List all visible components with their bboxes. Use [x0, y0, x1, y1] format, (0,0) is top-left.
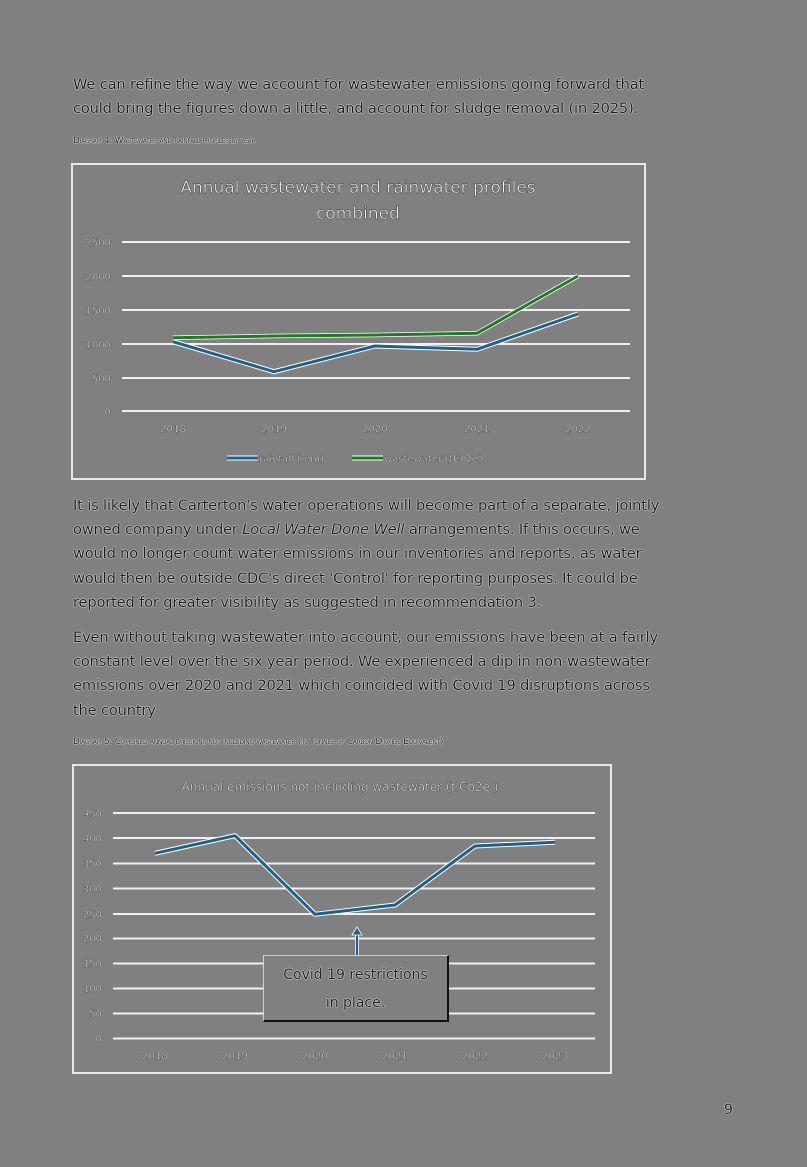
para2-line-4: would then be outside CDC's direct 'Cont… — [73, 569, 638, 587]
diagram-4-plot: Annual wastewater and rainwater profiles… — [85, 178, 630, 465]
y-tick: 350 — [83, 859, 102, 870]
y-tick: 200 — [83, 934, 102, 945]
diagram-5-y-axis: 450 400 350 300 250 200 150 100 50 0 — [83, 809, 102, 1045]
diagram-4-x-axis: 2018 2019 2020 2021 2022 — [160, 424, 591, 435]
x-tick: 2022 — [565, 424, 590, 435]
local-water-done-well-italic: Local Water Done Well — [242, 521, 405, 539]
x-tick: 2018 — [160, 424, 185, 435]
diagram-4-title-line-2: combined — [316, 204, 400, 224]
legend-wastewater-label: wastewater (tCo2e) — [384, 454, 483, 465]
diagram-4-chart: Annual wastewater and rainwater profiles… — [71, 163, 646, 480]
page-number: 9 — [724, 1102, 733, 1118]
water-operations-paragraph: It is likely that Carterton's water oper… — [73, 494, 733, 615]
diagram-5-caption: Diagram 5: Combined annual emissions not… — [73, 737, 444, 747]
y-tick: 400 — [83, 834, 102, 845]
emissions-paragraph: Even without taking wastewater into acco… — [73, 626, 733, 723]
diagram-4-y-axis: 2500 2000 1500 1000 500 0 — [85, 238, 111, 418]
diagram-5-chart: Annual emissions not including wastewate… — [72, 764, 612, 1074]
y-tick: 0 — [105, 407, 111, 418]
arrow-head-icon — [351, 926, 363, 936]
intro-line-1: We can refine the way we account for was… — [73, 76, 645, 93]
y-tick: 300 — [83, 884, 102, 895]
y-tick: 500 — [92, 374, 111, 385]
x-tick: 2019 — [261, 424, 286, 435]
diagram-5-title: Annual emissions not including wastewate… — [182, 780, 499, 794]
rainfall-series-line — [172, 311, 579, 375]
para2-line-5: reported for greater visibility as sugge… — [73, 593, 542, 611]
para2-line-3: would no longer count water emissions in… — [73, 545, 642, 563]
wastewater-series-line — [172, 274, 580, 340]
x-tick: 2020 — [362, 424, 387, 435]
para3-line-1: Even without taking wastewater into acco… — [73, 629, 658, 646]
y-tick: 100 — [83, 984, 102, 995]
x-tick: 2021 — [382, 1051, 407, 1062]
legend-rainfall-label: rainfall (mm) — [259, 454, 324, 465]
y-tick: 1500 — [86, 306, 111, 317]
y-tick: 250 — [83, 910, 102, 921]
x-tick: 2020 — [302, 1051, 327, 1062]
y-tick: 0 — [96, 1034, 102, 1045]
y-tick: 2500 — [86, 238, 111, 249]
diagram-4-gridlines — [122, 241, 630, 412]
diagram-4-title-line-1: Annual wastewater and rainwater profiles — [180, 178, 535, 198]
covid-annotation-arrow — [351, 926, 363, 955]
para3-line-3: emissions over 2020 and 2021 which coinc… — [73, 677, 650, 695]
emissions-series-line — [154, 833, 556, 917]
x-tick: 2019 — [222, 1051, 247, 1062]
annotation-line-2: in place. — [325, 995, 386, 1011]
x-tick: 2018 — [142, 1051, 167, 1062]
para2-line-1: It is likely that Carterton's water oper… — [73, 497, 660, 514]
para2-line-2-post: arrangements. If this occurs, we — [404, 521, 640, 539]
y-tick: 150 — [83, 959, 102, 970]
intro-paragraph: We can refine the way we account for was… — [73, 73, 733, 121]
rainfall-series-stroke — [172, 312, 579, 374]
diagram-5-plot: Annual emissions not including wastewate… — [83, 780, 595, 1062]
wastewater-series-stroke — [172, 274, 579, 340]
y-tick: 2000 — [86, 272, 111, 283]
y-tick: 50 — [89, 1009, 102, 1020]
y-tick: 450 — [83, 809, 102, 820]
para3-line-4: the country — [73, 701, 156, 719]
para3-line-2: constant level over the six year period.… — [73, 653, 651, 671]
diagram-4-legend: rainfall (mm) wastewater (tCo2e) — [227, 454, 483, 465]
y-tick: 1000 — [86, 340, 111, 351]
intro-line-2: could bring the figures down a little, a… — [73, 100, 639, 118]
x-tick: 2021 — [464, 424, 489, 435]
diagram-5-x-axis: 2018 2019 2020 2021 2022 2023 — [142, 1051, 568, 1062]
para2-line-2-pre: owned company under — [73, 521, 243, 539]
emissions-series-stroke — [154, 834, 556, 916]
diagram-4-caption: Diagram 4: Wastewater and rainfall profi… — [73, 136, 256, 146]
para2-line-2: owned company under Local Water Done Wel… — [73, 518, 733, 542]
covid-annotation-box: Covid 19 restrictions in place. — [263, 955, 449, 1022]
x-tick: 2023 — [542, 1051, 567, 1062]
annotation-line-1: Covid 19 restrictions — [283, 967, 428, 983]
x-tick: 2022 — [462, 1051, 487, 1062]
